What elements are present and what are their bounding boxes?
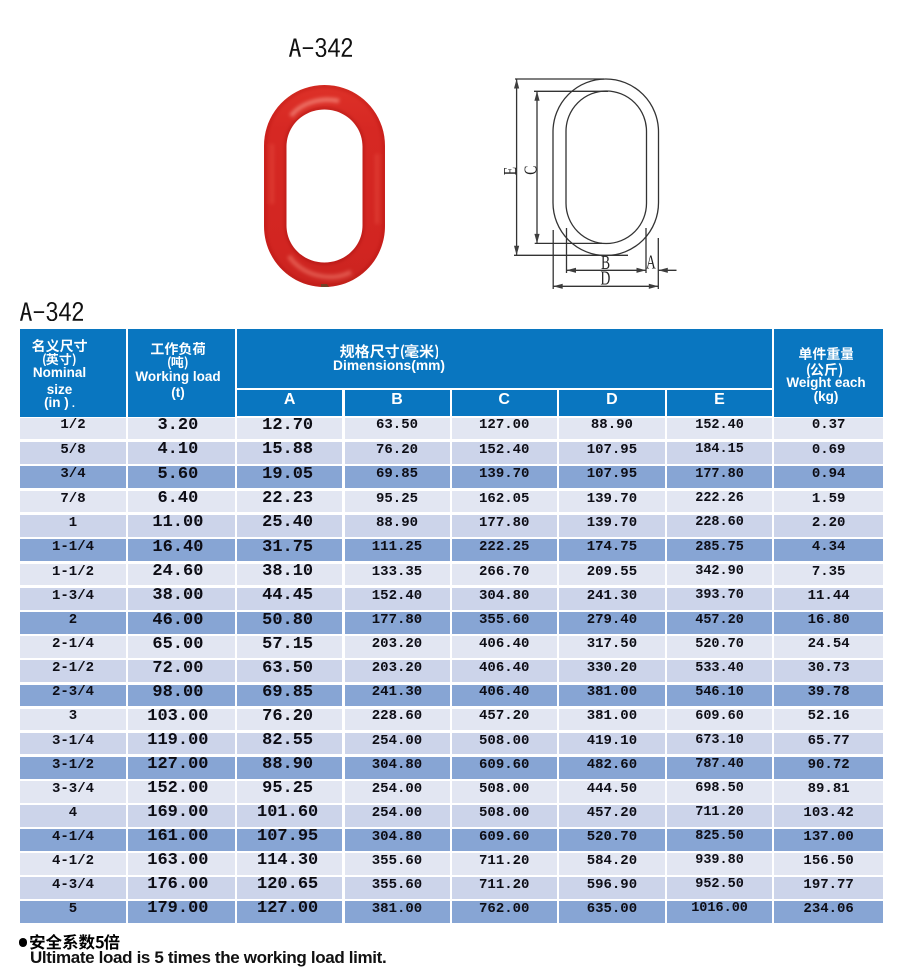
svg-text:C: C xyxy=(522,166,541,175)
svg-text:D: D xyxy=(601,267,611,289)
svg-text:E: E xyxy=(502,167,521,175)
svg-text:A: A xyxy=(646,251,656,273)
svg-text:B: B xyxy=(601,251,610,273)
